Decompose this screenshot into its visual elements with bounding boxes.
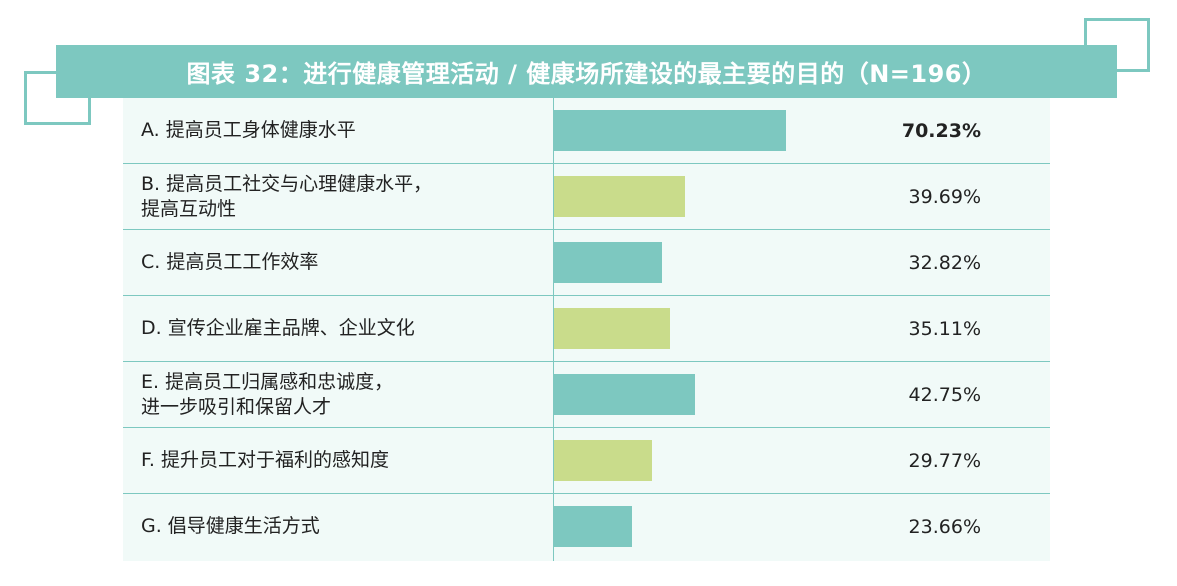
bar — [554, 440, 652, 481]
category-label: A. 提高员工身体健康水平 — [141, 119, 356, 141]
bar — [554, 374, 695, 415]
category-label: D. 宣传企业雇主品牌、企业文化 — [141, 317, 415, 339]
column-divider — [553, 98, 554, 561]
value-label: 42.75% — [908, 383, 981, 406]
bar — [554, 110, 786, 151]
value-label: 39.69% — [908, 185, 981, 208]
category-label: G. 倡导健康生活方式 — [141, 515, 320, 537]
bar — [554, 506, 632, 547]
value-label: 23.66% — [908, 515, 981, 538]
category-label: E. 提高员工归属感和忠诚度， 进一步吸引和保留人才 — [141, 370, 394, 418]
table-row: G. 倡导健康生活方式 23.66% — [123, 494, 1050, 560]
chart-title: 图表 32：进行健康管理活动 / 健康场所建设的最主要的目的（N=196） — [56, 45, 1117, 98]
category-label: B. 提高员工社交与心理健康水平， 提高互动性 — [141, 172, 433, 220]
table-row: C. 提高员工工作效率 32.82% — [123, 230, 1050, 296]
bar — [554, 308, 670, 349]
bar — [554, 242, 662, 283]
category-label: C. 提高员工工作效率 — [141, 251, 319, 273]
category-label: F. 提升员工对于福利的感知度 — [141, 449, 389, 471]
value-label: 32.82% — [908, 251, 981, 274]
value-label: 35.11% — [908, 317, 981, 340]
bar-table: A. 提高员工身体健康水平 70.23% B. 提高员工社交与心理健康水平， 提高互… — [123, 98, 1050, 561]
bar — [554, 176, 685, 217]
value-label: 29.77% — [908, 449, 981, 472]
table-row: F. 提升员工对于福利的感知度 29.77% — [123, 428, 1050, 494]
table-row: E. 提高员工归属感和忠诚度， 进一步吸引和保留人才 42.75% — [123, 362, 1050, 428]
table-row: B. 提高员工社交与心理健康水平， 提高互动性 39.69% — [123, 164, 1050, 230]
value-label: 70.23% — [901, 119, 981, 142]
table-row: D. 宣传企业雇主品牌、企业文化 35.11% — [123, 296, 1050, 362]
table-row: A. 提高员工身体健康水平 70.23% — [123, 98, 1050, 164]
